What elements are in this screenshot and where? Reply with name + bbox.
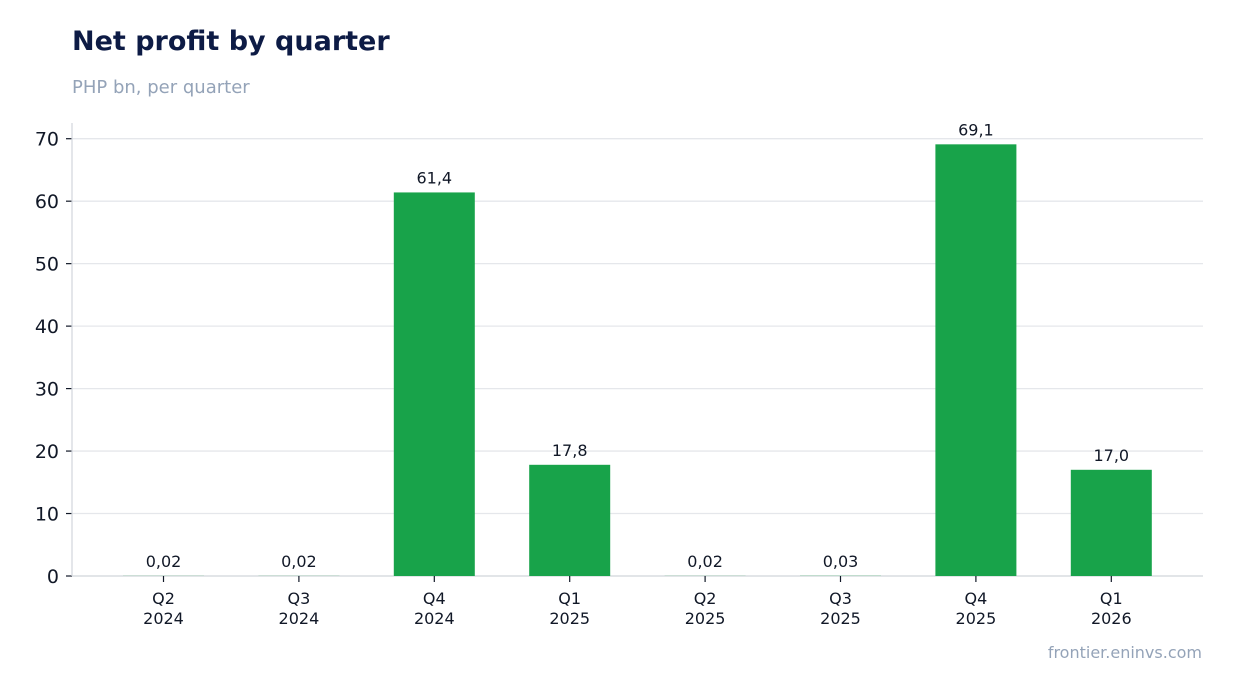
bar xyxy=(529,464,611,576)
y-tick-label: 40 xyxy=(35,316,59,338)
bar xyxy=(1070,469,1152,576)
data-label: 0,02 xyxy=(281,552,317,571)
data-label: 17,8 xyxy=(552,441,588,460)
source-credit: frontier.eninvs.com xyxy=(1047,643,1202,662)
data-label: 61,4 xyxy=(416,168,452,187)
y-tick-label: 30 xyxy=(35,379,59,401)
chart-subtitle: PHP bn, per quarter xyxy=(72,77,250,98)
x-tick-label: Q3 2024 xyxy=(279,589,320,628)
x-tick-label: Q2 2025 xyxy=(685,589,726,628)
y-tick-label: 10 xyxy=(35,504,59,526)
bar xyxy=(393,192,475,576)
y-tick-label: 0 xyxy=(47,566,59,588)
x-tick-label: Q1 2026 xyxy=(1091,589,1132,628)
x-tick-label: Q4 2025 xyxy=(956,589,997,628)
x-tick-label: Q2 2024 xyxy=(143,589,184,628)
data-label: 69,1 xyxy=(958,120,994,139)
data-label: 0,03 xyxy=(823,552,859,571)
y-tick-label: 20 xyxy=(35,441,59,463)
y-tick-label: 60 xyxy=(35,191,59,213)
y-tick-label: 50 xyxy=(35,254,59,276)
x-tick-label: Q4 2024 xyxy=(414,589,455,628)
x-tick-label: Q1 2025 xyxy=(549,589,590,628)
y-tick-label: 70 xyxy=(35,129,59,151)
x-tick-label: Q3 2025 xyxy=(820,589,861,628)
bar xyxy=(935,144,1017,576)
chart-title: Net profit by quarter xyxy=(72,26,390,57)
data-label: 0,02 xyxy=(146,552,182,571)
data-label: 0,02 xyxy=(687,552,723,571)
data-label: 17,0 xyxy=(1093,446,1129,465)
